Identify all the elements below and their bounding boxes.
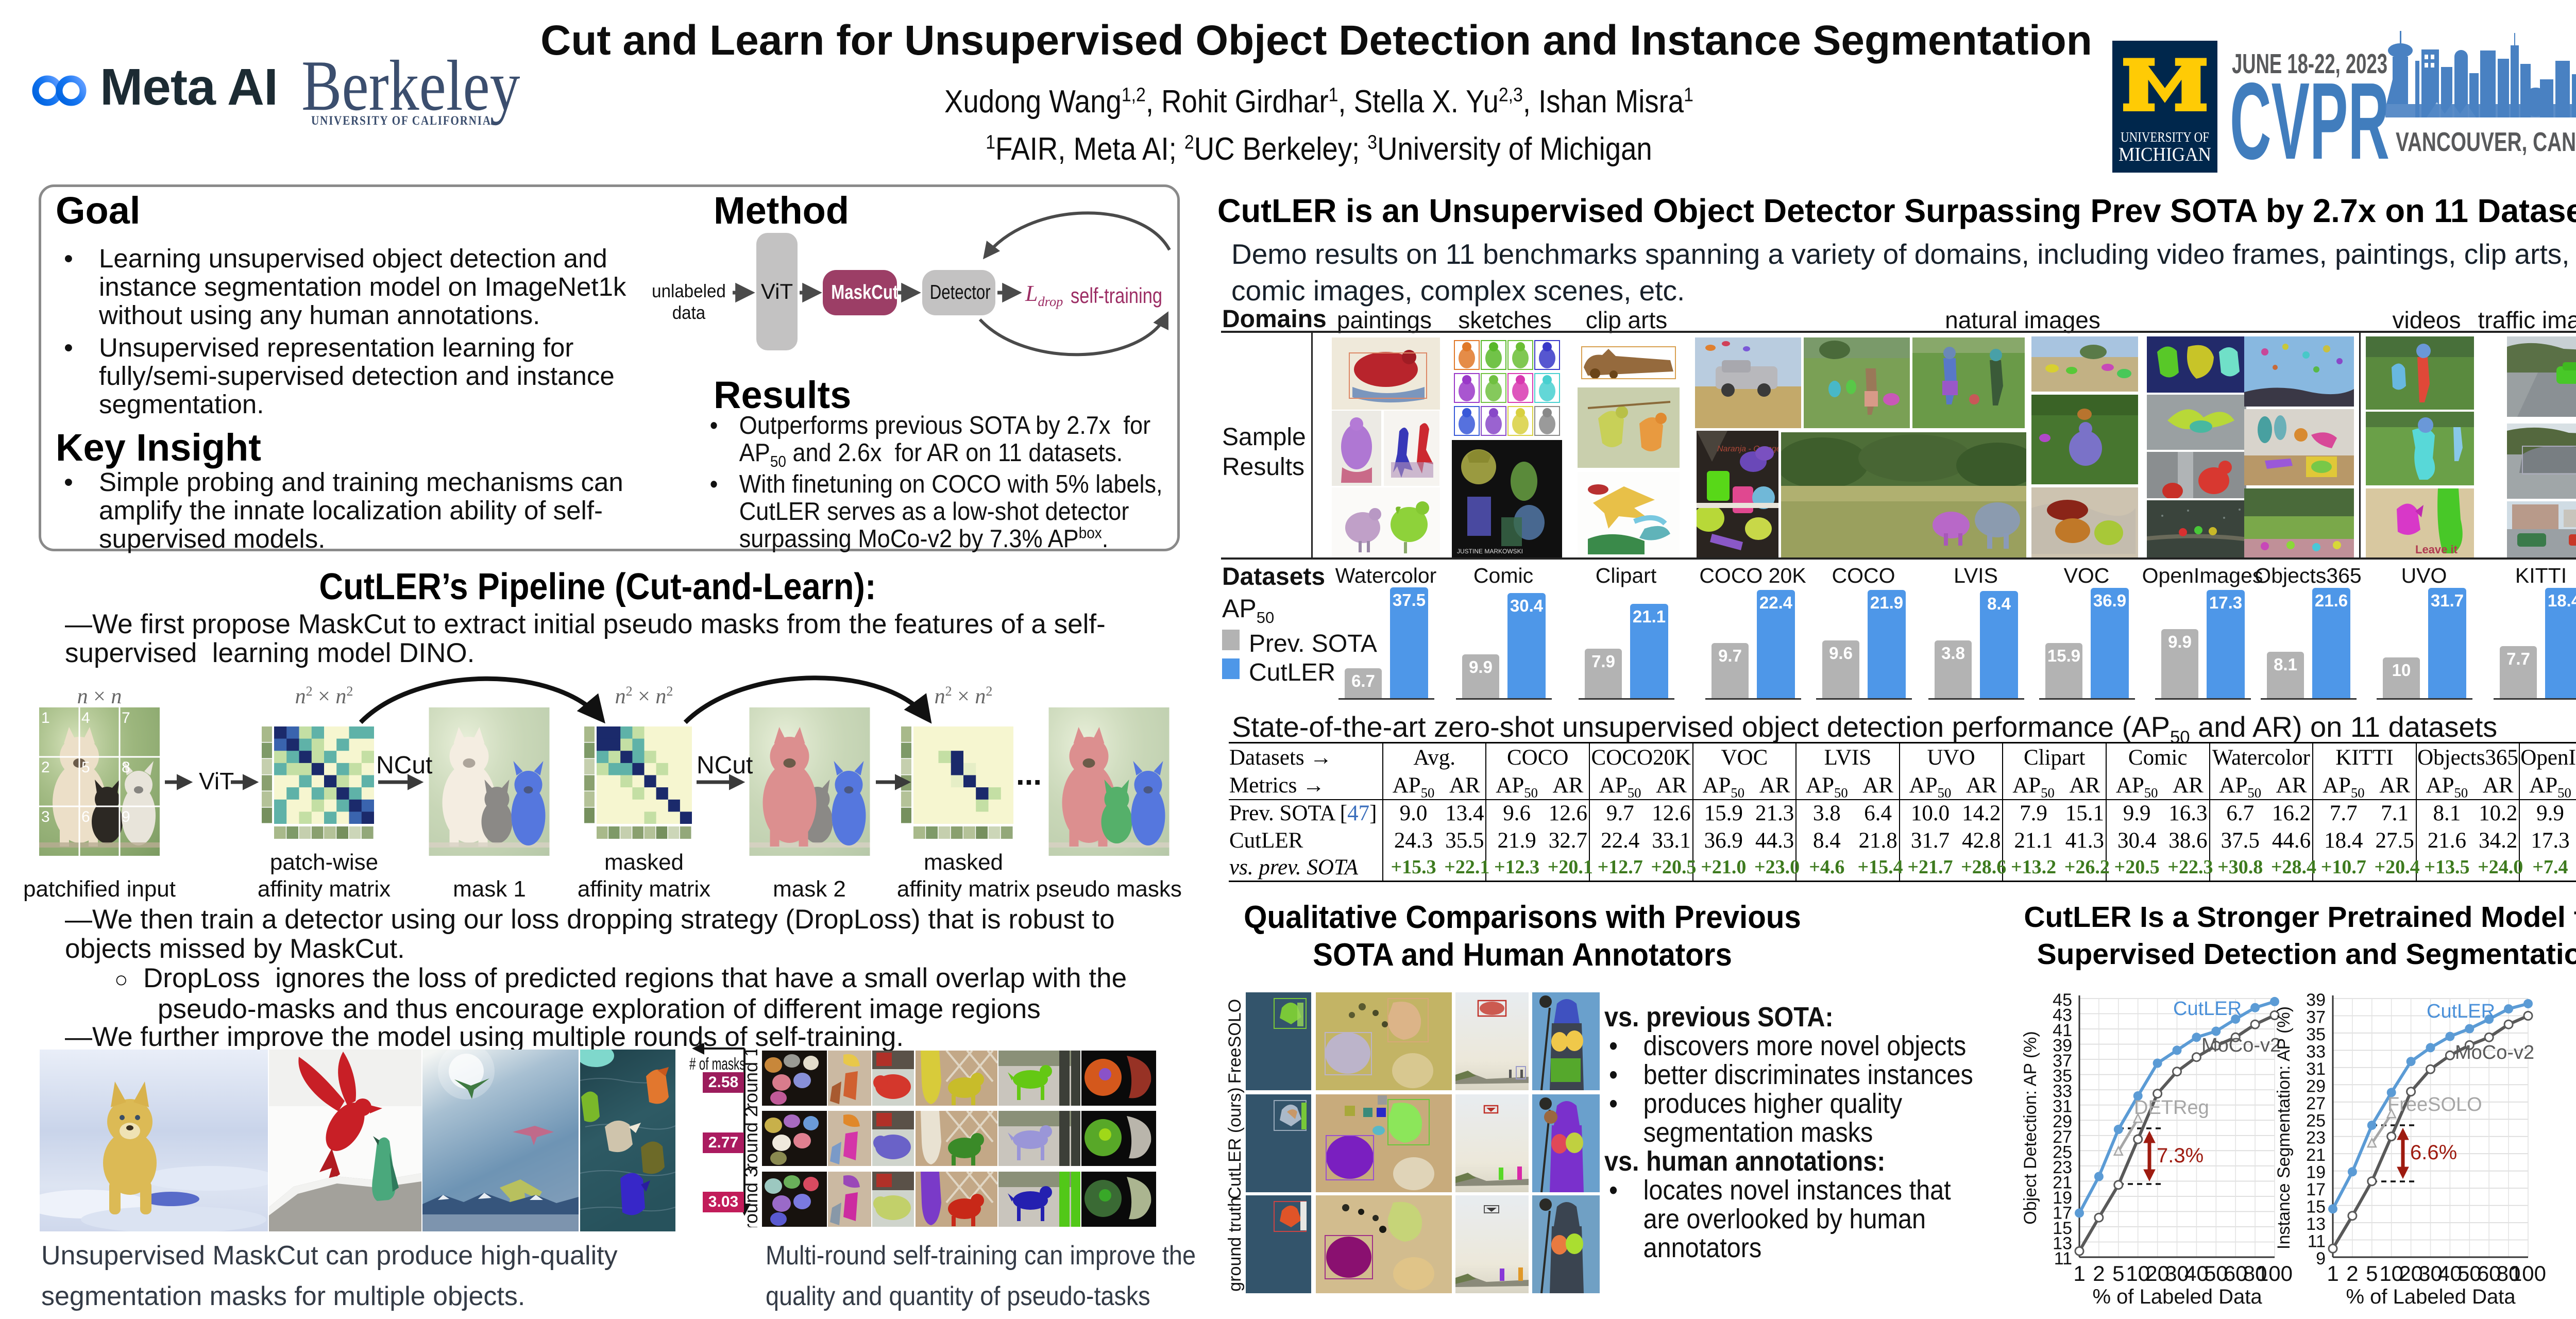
svg-text:33: 33 <box>2053 1081 2072 1101</box>
svg-text:17: 17 <box>2306 1180 2326 1199</box>
svg-text:3: 3 <box>41 808 50 825</box>
svg-text:27: 27 <box>2053 1127 2072 1147</box>
svg-text:19: 19 <box>2053 1188 2072 1208</box>
svg-text:100: 100 <box>2257 1261 2293 1286</box>
svg-text:UNIVERSITY OF: UNIVERSITY OF <box>2121 129 2209 145</box>
svg-text:CutLER: CutLER <box>2427 1001 2495 1022</box>
svg-text:40: 40 <box>2184 1261 2209 1286</box>
svg-text:6: 6 <box>81 808 90 825</box>
svg-text:50: 50 <box>2458 1261 2482 1286</box>
svg-text:25: 25 <box>2053 1142 2072 1162</box>
svg-text:FreeSOLO: FreeSOLO <box>2387 1094 2482 1115</box>
svg-text:31: 31 <box>2053 1097 2072 1117</box>
svg-text:11: 11 <box>2308 1232 2326 1252</box>
svg-text:30: 30 <box>2165 1261 2189 1286</box>
svg-text:MoCo-v2: MoCo-v2 <box>2201 1035 2281 1056</box>
svg-text:45: 45 <box>2053 990 2072 1010</box>
svg-text:60: 60 <box>2477 1261 2501 1286</box>
svg-text:29: 29 <box>2306 1076 2326 1096</box>
svg-text:23: 23 <box>2053 1158 2072 1177</box>
svg-text:MICHIGAN: MICHIGAN <box>2119 144 2211 165</box>
svg-text:Leave it: Leave it <box>2415 543 2458 556</box>
svg-text:37: 37 <box>2053 1051 2072 1071</box>
svg-text:MoCo-v2: MoCo-v2 <box>2455 1042 2534 1063</box>
svg-text:5: 5 <box>2112 1261 2124 1286</box>
svg-text:43: 43 <box>2053 1006 2072 1025</box>
svg-text:15: 15 <box>2053 1219 2072 1238</box>
svg-text:30: 30 <box>2418 1261 2443 1286</box>
svg-text:JUNE 18-22, 2023: JUNE 18-22, 2023 <box>2232 48 2387 79</box>
svg-text:VANCOUVER, CANADA: VANCOUVER, CANADA <box>2396 127 2576 157</box>
svg-text:% of Labeled Data: % of Labeled Data <box>2346 1286 2516 1308</box>
svg-text:DETReg: DETReg <box>2134 1097 2209 1119</box>
svg-text:29: 29 <box>2053 1112 2072 1131</box>
svg-text:33: 33 <box>2306 1042 2326 1061</box>
svg-text:4: 4 <box>81 709 90 726</box>
svg-text:ViT: ViT <box>199 768 234 794</box>
svg-text:39: 39 <box>2053 1036 2072 1056</box>
svg-text:80: 80 <box>2243 1261 2267 1286</box>
svg-text:round 1: round 1 <box>745 1050 761 1109</box>
svg-text:21: 21 <box>2053 1173 2072 1192</box>
svg-text:41: 41 <box>2053 1021 2072 1040</box>
svg-text:23: 23 <box>2306 1128 2326 1148</box>
svg-text:27: 27 <box>2306 1094 2326 1113</box>
svg-text:2: 2 <box>2093 1261 2105 1286</box>
svg-text:21: 21 <box>2306 1145 2326 1165</box>
svg-text:Instance Segmentation: AP (%): Instance Segmentation: AP (%) <box>2274 1006 2294 1249</box>
svg-text:7: 7 <box>122 709 130 726</box>
svg-text:25: 25 <box>2306 1111 2326 1130</box>
svg-text:35: 35 <box>2053 1067 2072 1086</box>
svg-text:JUSTINE MARKOWSKI: JUSTINE MARKOWSKI <box>1457 548 1523 555</box>
svg-text:17: 17 <box>2053 1203 2072 1223</box>
svg-text:19: 19 <box>2306 1163 2326 1182</box>
svg-text:13: 13 <box>2306 1214 2326 1234</box>
svg-text:9: 9 <box>2316 1249 2326 1269</box>
svg-text:15: 15 <box>2306 1197 2326 1217</box>
svg-text:CVPR: CVPR <box>2230 60 2389 160</box>
svg-text:2: 2 <box>2346 1261 2358 1286</box>
svg-text:60: 60 <box>2224 1261 2248 1286</box>
svg-text:100: 100 <box>2510 1261 2546 1286</box>
svg-text:9: 9 <box>122 808 130 825</box>
svg-text:1: 1 <box>2073 1261 2085 1286</box>
svg-text:5: 5 <box>81 759 90 776</box>
svg-text:10: 10 <box>2379 1261 2403 1286</box>
svg-text:13: 13 <box>2053 1234 2072 1254</box>
svg-text:CutLER: CutLER <box>2173 998 2242 1020</box>
svg-text:2: 2 <box>41 759 50 776</box>
svg-text:11: 11 <box>2054 1249 2072 1269</box>
svg-text:8: 8 <box>122 759 130 776</box>
svg-text:31: 31 <box>2306 1059 2326 1079</box>
svg-text:round 3: round 3 <box>745 1167 761 1227</box>
svg-text:35: 35 <box>2306 1025 2326 1044</box>
svg-text:1: 1 <box>41 709 50 726</box>
svg-text:10: 10 <box>2126 1261 2150 1286</box>
svg-text:20: 20 <box>2145 1261 2170 1286</box>
svg-text:1: 1 <box>2327 1261 2338 1286</box>
svg-text:6.6%: 6.6% <box>2410 1141 2457 1164</box>
svg-text:20: 20 <box>2399 1261 2423 1286</box>
svg-text:5: 5 <box>2366 1261 2378 1286</box>
svg-text:7.3%: 7.3% <box>2157 1144 2204 1167</box>
svg-text:80: 80 <box>2497 1261 2521 1286</box>
svg-text:round 2: round 2 <box>745 1107 761 1170</box>
svg-text:39: 39 <box>2306 990 2326 1010</box>
svg-text:40: 40 <box>2438 1261 2462 1286</box>
svg-text:Object Detection: AP (%): Object Detection: AP (%) <box>2021 1031 2040 1224</box>
svg-text:50: 50 <box>2204 1261 2228 1286</box>
svg-text:% of Labeled Data: % of Labeled Data <box>2092 1286 2262 1308</box>
svg-text:37: 37 <box>2306 1008 2326 1027</box>
